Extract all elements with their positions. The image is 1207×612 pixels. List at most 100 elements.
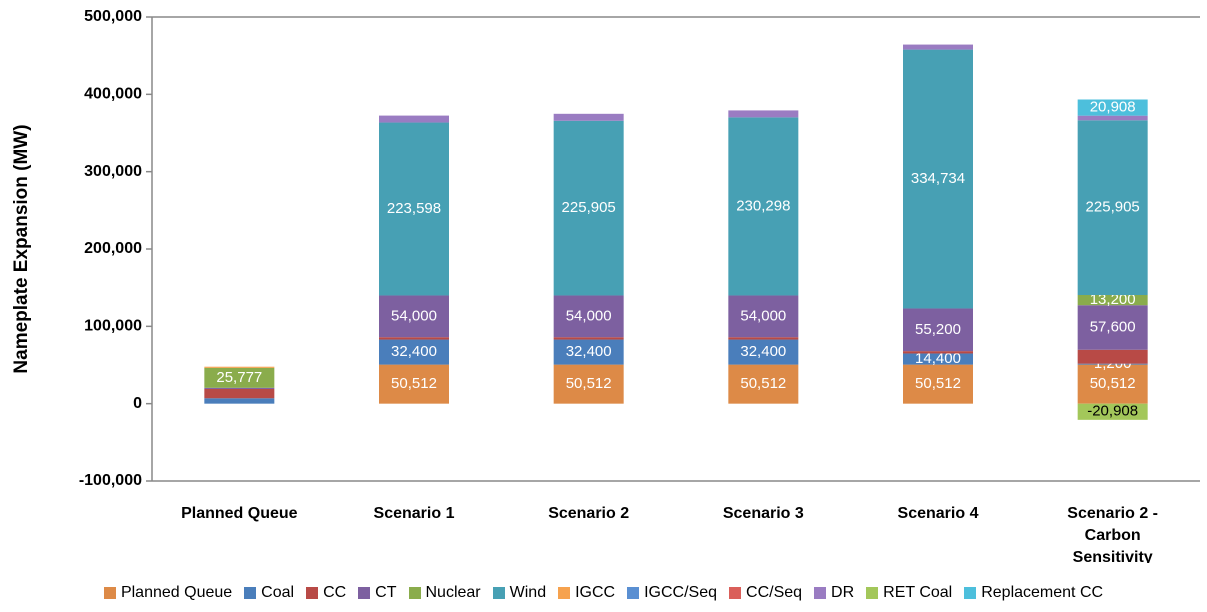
y-tick-label: 0	[133, 395, 142, 412]
bar-segment	[903, 49, 973, 309]
legend-swatch	[306, 587, 319, 599]
x-tick-label: Scenario 3	[722, 505, 804, 522]
y-tick-label: 100,000	[84, 318, 142, 335]
legend-item: CC	[306, 584, 346, 602]
value-label: 57,600	[1090, 318, 1136, 335]
value-label: 25,777	[216, 369, 262, 386]
legend-item: Wind	[492, 584, 547, 602]
value-label: 32,400	[740, 343, 786, 360]
value-label: 50,512	[566, 375, 612, 392]
legend-swatch	[558, 587, 571, 599]
bar-segment	[553, 120, 624, 296]
value-label: 54,000	[740, 307, 786, 324]
bar-segment	[1077, 99, 1148, 116]
x-tick-label-box: Scenario 4	[897, 505, 979, 522]
x-tick-label: Scenario 4	[897, 505, 979, 522]
legend-item: DR	[814, 584, 854, 602]
bar-segment	[204, 387, 275, 389]
value-label: 334,734	[911, 170, 965, 187]
legend-item: Replacement CC	[964, 584, 1103, 602]
legend-item: CT	[358, 584, 397, 602]
legend-item: Nuclear	[408, 584, 481, 602]
bar-segment	[204, 388, 275, 399]
legend-label: IGCC	[575, 584, 616, 601]
value-label: 230,298	[736, 197, 790, 214]
legend-label: Nuclear	[425, 584, 481, 601]
bar-segment	[379, 339, 449, 365]
legend-swatch	[358, 587, 371, 599]
value-label: 50,512	[915, 375, 961, 392]
bar-segment	[1077, 349, 1148, 364]
bar-segment	[728, 295, 799, 338]
value-label: -20,908	[1087, 403, 1138, 420]
legend-label: Wind	[509, 584, 547, 601]
value-label: 20,908	[1090, 99, 1136, 116]
bar-segment	[728, 337, 799, 340]
value-label: 223,598	[387, 200, 441, 217]
x-tick-label-box: Planned Queue	[181, 505, 298, 522]
bar-segment	[204, 366, 275, 368]
bar-segment	[379, 337, 449, 340]
value-label: 54,000	[566, 307, 612, 324]
x-tick-label: Scenario 2	[548, 505, 630, 522]
bar-segment	[553, 113, 624, 121]
bar-segment	[1077, 295, 1148, 306]
x-tick-label-box: Scenario 2 - Carbon Sensitivity	[1067, 505, 1158, 563]
legend-label: Planned Queue	[120, 584, 233, 601]
bar-segment	[1077, 120, 1148, 296]
bar-segment	[553, 364, 624, 404]
legend-label: Coal	[261, 584, 295, 601]
bar-segment	[204, 367, 275, 388]
value-label: 54,000	[391, 307, 437, 324]
legend-item: IGCC	[558, 584, 615, 602]
legend-swatch	[866, 587, 879, 599]
value-label: 50,512	[391, 375, 437, 392]
x-tick-label: Planned Queue	[181, 505, 298, 522]
bar-segment	[903, 351, 973, 354]
legend-swatch	[492, 587, 505, 599]
bar-segment	[1077, 363, 1148, 365]
legend-swatch	[964, 587, 977, 599]
x-tick-label-box: Scenario 1	[374, 505, 455, 522]
bar-segment	[728, 117, 799, 296]
legend-label: CC	[323, 584, 347, 601]
legend-swatch	[627, 587, 640, 599]
y-tick-label: -100,000	[79, 472, 142, 489]
bar-segment	[1077, 115, 1148, 121]
x-tick-label-box: Scenario 3	[722, 505, 804, 522]
y-tick-label: 200,000	[84, 240, 142, 257]
y-tick-label: 400,000	[84, 86, 142, 103]
bar-segment	[1077, 403, 1148, 420]
x-tick-label-box: Scenario 2	[548, 505, 630, 522]
bar-segment	[553, 339, 624, 365]
bar-segment	[379, 295, 449, 338]
value-label: 13,200	[1090, 291, 1136, 308]
bar-segment	[204, 398, 275, 404]
bar-segment	[553, 337, 624, 340]
x-tick-label: Scenario 2 - Carbon Sensitivity	[1067, 505, 1158, 563]
bar-segment	[553, 295, 624, 338]
legend-swatch	[814, 587, 827, 599]
value-label: 55,200	[915, 321, 961, 338]
bar-segment	[1077, 305, 1148, 350]
legend-swatch	[103, 587, 116, 599]
value-label: 50,512	[1090, 375, 1136, 392]
chart: Nameplate Expansion (MW) -100,000 0 100,00…	[11, 8, 1200, 563]
value-label: 32,400	[391, 343, 437, 360]
legend-swatch	[729, 587, 742, 599]
bar-segment	[379, 122, 449, 296]
bar-segment	[379, 364, 449, 404]
legend: Planned Queue Coal CC CT Nuclear Wind IGCC IGCC…	[0, 584, 1207, 602]
legend-item: IGCC/Seq	[627, 584, 717, 602]
bar-segment	[728, 364, 799, 404]
value-label: 50,512	[740, 375, 786, 392]
bar-segment	[903, 308, 973, 352]
bar-segment	[903, 44, 973, 50]
bar-segment	[1077, 364, 1148, 404]
legend-swatch	[408, 587, 421, 599]
legend-item: RET Coal	[866, 584, 952, 602]
value-label: 225,905	[562, 199, 616, 216]
value-label: 225,905	[1086, 199, 1140, 216]
bar-segment	[379, 115, 449, 123]
